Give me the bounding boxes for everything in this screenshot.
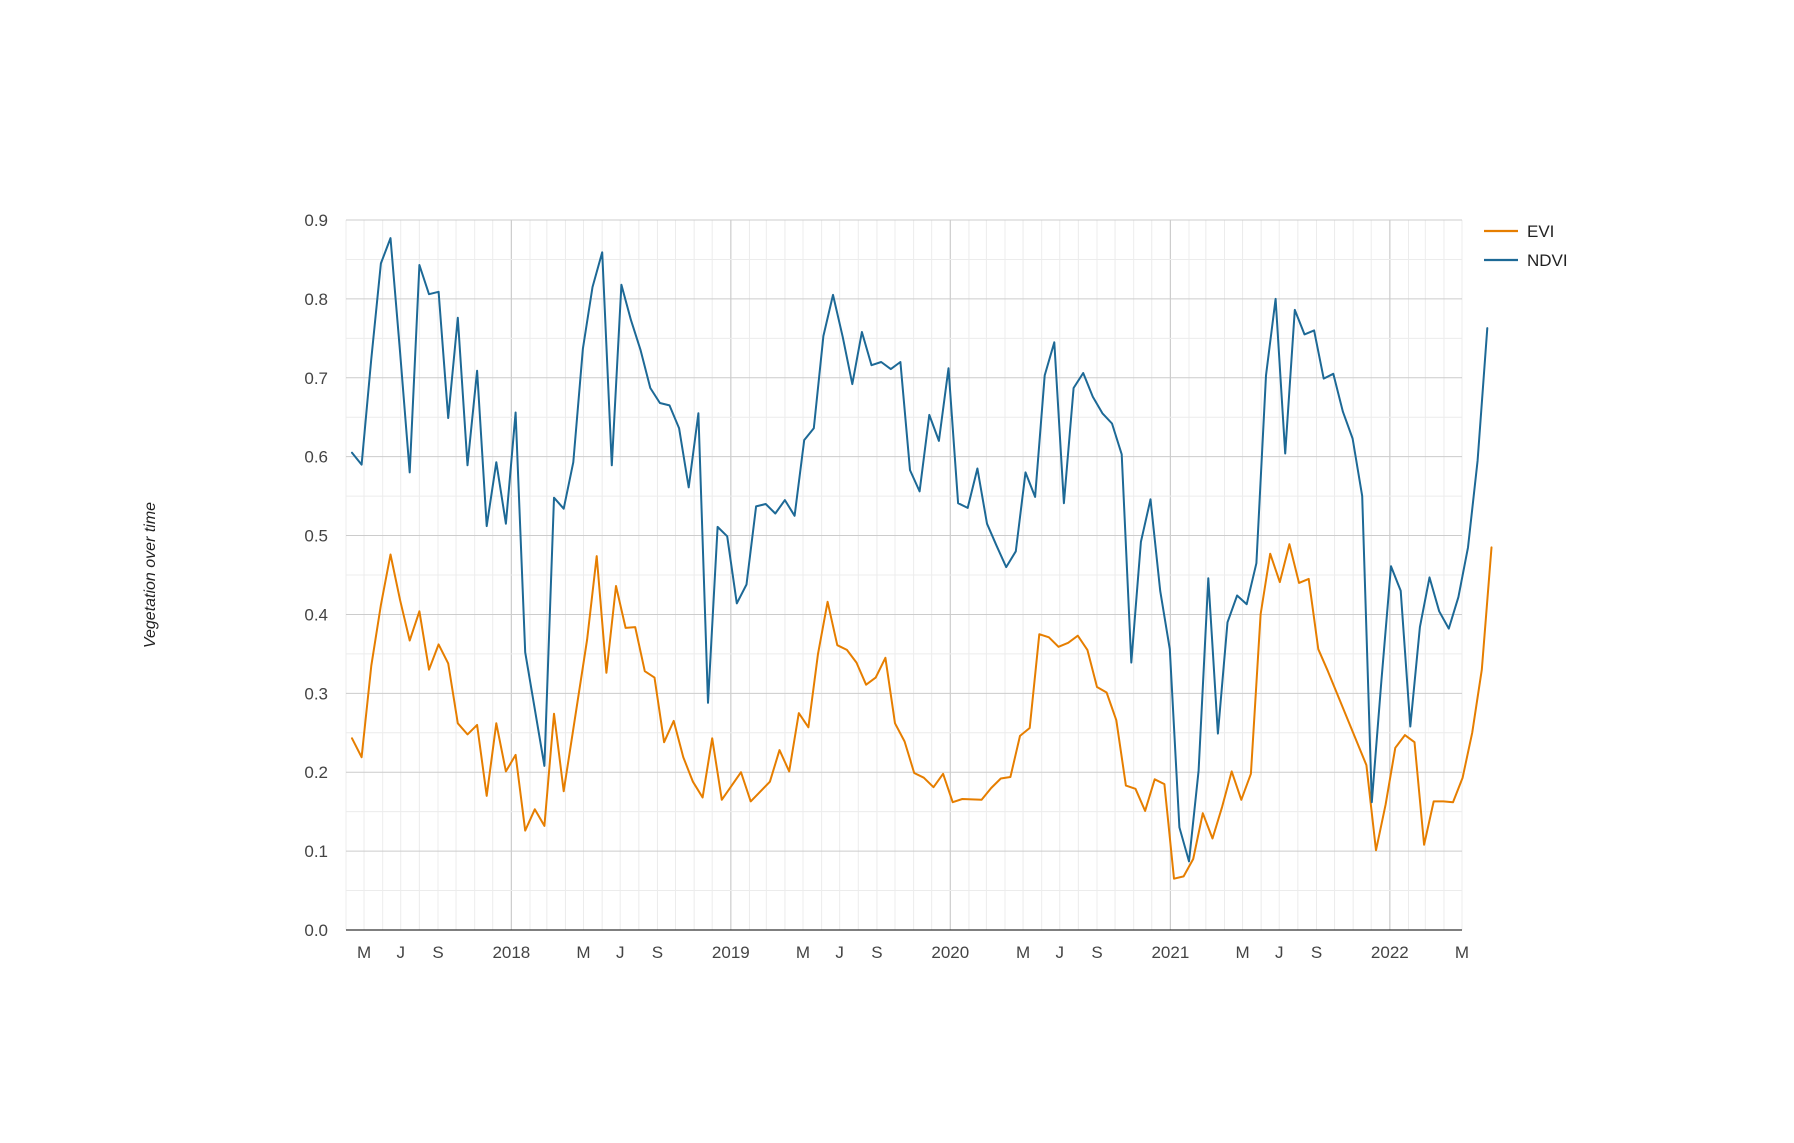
x-tick-label: M (796, 943, 810, 962)
y-tick-label: 0.9 (304, 211, 328, 230)
x-tick-label: 2022 (1371, 943, 1409, 962)
y-axis-title: Vegetation over time (142, 502, 159, 648)
x-tick-label: J (835, 943, 844, 962)
x-tick-label: S (432, 943, 443, 962)
x-tick-label: M (1016, 943, 1030, 962)
y-tick-label: 0.4 (304, 605, 328, 624)
x-tick-label: M (357, 943, 371, 962)
y-tick-label: 0.3 (304, 684, 328, 703)
y-tick-label: 0.2 (304, 763, 328, 782)
x-tick-label: 2018 (492, 943, 530, 962)
grid (345, 219, 1463, 931)
legend: EVI NDVI (1484, 222, 1568, 270)
series-line-ndvi (351, 237, 1489, 863)
series-line-evi (351, 543, 1493, 880)
x-tick-label: S (871, 943, 882, 962)
x-tick-label: S (1311, 943, 1322, 962)
x-tick-label: 2021 (1151, 943, 1189, 962)
x-tick-label: M (1235, 943, 1249, 962)
x-tick-label: S (652, 943, 663, 962)
legend-label-evi: EVI (1527, 222, 1554, 241)
x-tick-label: 2019 (712, 943, 750, 962)
series-lines (351, 237, 1493, 880)
x-tick-label: J (1055, 943, 1064, 962)
x-tick-label: M (576, 943, 590, 962)
y-tick-label: 0.8 (304, 290, 328, 309)
x-tick-label: S (1091, 943, 1102, 962)
y-tick-label: 0.5 (304, 527, 328, 546)
y-tick-label: 0.7 (304, 369, 328, 388)
x-tick-label: J (396, 943, 405, 962)
y-tick-label: 0.6 (304, 448, 328, 467)
x-tick-label: J (616, 943, 625, 962)
y-tick-label: 0.1 (304, 842, 328, 861)
axes: 0.0 0.1 0.2 0.3 0.4 0.5 0.6 0.7 0.8 0.9 M J S 2018 M J S… (304, 211, 1469, 962)
x-tick-label: M (1455, 943, 1469, 962)
x-tick-label: 2020 (931, 943, 969, 962)
legend-label-ndvi: NDVI (1527, 251, 1568, 270)
x-tick-label: J (1275, 943, 1284, 962)
y-tick-label: 0.0 (304, 921, 328, 940)
